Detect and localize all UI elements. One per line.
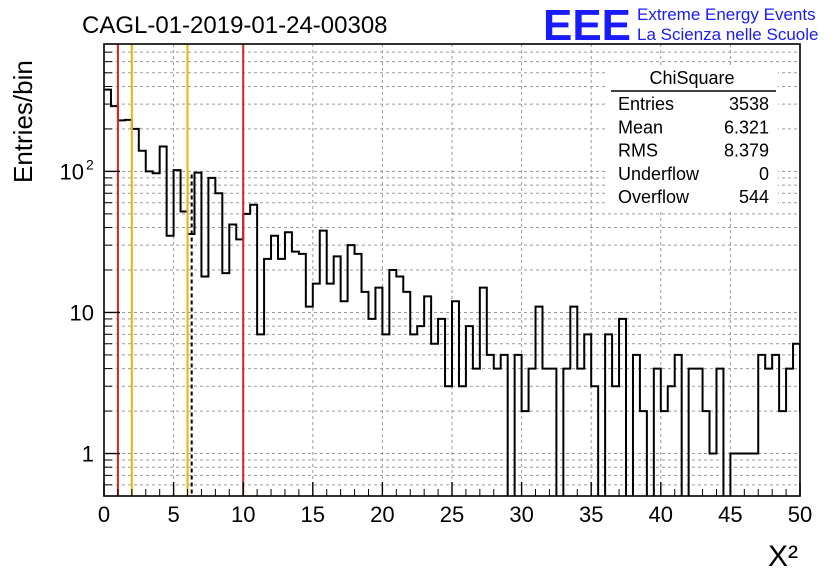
histogram-line xyxy=(104,88,800,496)
reference-lines xyxy=(116,44,245,496)
logo-line-1: Extreme Energy Events xyxy=(637,5,816,24)
stats-value: 6.321 xyxy=(724,117,769,137)
stats-box-background xyxy=(605,66,778,210)
logo-mark: EEE xyxy=(543,1,631,50)
y-tick-label: 10 xyxy=(70,300,94,325)
x-axis-label: X² xyxy=(768,540,798,572)
axis-ticks xyxy=(103,51,801,496)
stats-value: 0 xyxy=(759,164,769,184)
x-tick-label: 35 xyxy=(579,502,603,527)
x-tick-label: 15 xyxy=(301,502,325,527)
stats-label: RMS xyxy=(618,141,658,161)
stats-label: Overflow xyxy=(618,187,690,207)
x-tick-label: 45 xyxy=(718,502,742,527)
eee-logo: EEE Extreme Energy Events La Scienza nel… xyxy=(543,1,818,50)
logo-line-2: La Scienza nelle Scuole xyxy=(637,25,818,44)
stats-value: 544 xyxy=(739,187,769,207)
x-tick-label: 40 xyxy=(649,502,673,527)
x-tick-labels: 0 5 10 15 20 25 30 35 40 45 50 xyxy=(98,502,812,527)
stats-label: Entries xyxy=(618,94,674,114)
x-tick-label: 20 xyxy=(370,502,394,527)
chart-title: CAGL-01-2019-01-24-00308 xyxy=(82,12,388,39)
y-tick-exponent: 2 xyxy=(86,156,94,172)
stats-value: 3538 xyxy=(729,94,769,114)
stats-value: 8.379 xyxy=(724,141,769,161)
stats-box: ChiSquare Entries 3538 Mean 6.321 RMS 8.379 Un… xyxy=(605,66,778,210)
y-axis-label: Entries/bin xyxy=(8,60,38,183)
stats-label: Mean xyxy=(618,117,663,137)
x-tick-label: 10 xyxy=(231,502,255,527)
x-tick-label: 50 xyxy=(788,502,812,527)
stats-label: Underflow xyxy=(618,164,700,184)
y-tick-label: 1 xyxy=(82,442,94,467)
x-tick-label: 25 xyxy=(440,502,464,527)
stats-title: ChiSquare xyxy=(649,68,734,88)
histogram-series xyxy=(104,88,800,496)
x-tick-label: 5 xyxy=(167,502,179,527)
x-tick-label: 0 xyxy=(98,502,110,527)
x-tick-label: 30 xyxy=(509,502,533,527)
y-tick-label: 10 xyxy=(60,159,84,184)
